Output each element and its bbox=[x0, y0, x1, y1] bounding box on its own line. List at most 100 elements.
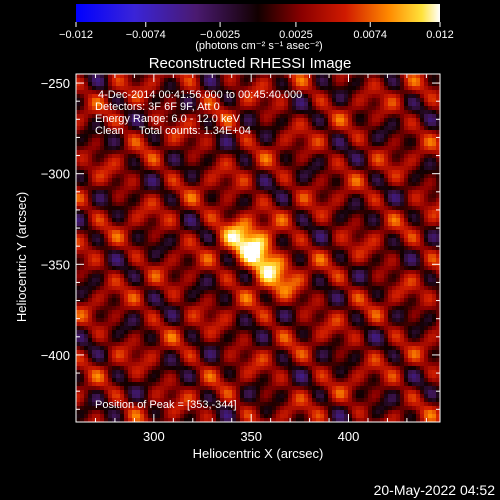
heatmap-cell bbox=[156, 110, 160, 114]
heatmap-cell bbox=[200, 174, 204, 178]
heatmap-cell bbox=[108, 322, 112, 326]
heatmap-cell bbox=[212, 78, 216, 82]
heatmap-cell bbox=[148, 282, 152, 286]
heatmap-cell bbox=[176, 182, 180, 186]
heatmap-cell bbox=[228, 114, 232, 118]
heatmap-cell bbox=[120, 258, 124, 262]
heatmap-cell bbox=[244, 142, 248, 146]
heatmap-cell bbox=[176, 102, 180, 106]
heatmap-cell bbox=[92, 366, 96, 370]
heatmap-cell bbox=[140, 158, 144, 162]
heatmap-cell bbox=[92, 74, 96, 78]
heatmap-cell bbox=[112, 190, 116, 194]
heatmap-cell bbox=[172, 362, 176, 366]
heatmap-cell bbox=[292, 330, 296, 334]
heatmap-cell bbox=[168, 78, 172, 82]
heatmap-cell bbox=[248, 346, 252, 350]
heatmap-cell bbox=[188, 234, 192, 238]
heatmap-cell bbox=[176, 134, 180, 138]
heatmap-cell bbox=[168, 178, 172, 182]
heatmap-cell bbox=[300, 246, 304, 250]
heatmap-cell bbox=[212, 186, 216, 190]
heatmap-cell bbox=[104, 222, 108, 226]
heatmap-cell bbox=[168, 398, 172, 402]
heatmap-cell bbox=[164, 166, 168, 170]
heatmap-cell bbox=[292, 370, 296, 374]
heatmap-cell bbox=[208, 146, 212, 150]
heatmap-cell bbox=[288, 266, 292, 270]
heatmap-cell bbox=[296, 98, 300, 102]
heatmap-cell bbox=[244, 374, 248, 378]
heatmap-cell bbox=[260, 370, 264, 374]
heatmap-cell bbox=[252, 350, 256, 354]
heatmap-cell bbox=[112, 94, 116, 98]
heatmap-cell bbox=[228, 290, 232, 294]
heatmap-cell bbox=[144, 362, 148, 366]
heatmap-cell bbox=[220, 230, 224, 234]
heatmap-cell bbox=[292, 230, 296, 234]
heatmap-cell bbox=[136, 310, 140, 314]
heatmap-cell bbox=[156, 78, 160, 82]
heatmap-cell bbox=[248, 318, 252, 322]
heatmap-cell bbox=[220, 330, 224, 334]
heatmap-cell bbox=[240, 110, 244, 114]
heatmap-cell bbox=[240, 414, 244, 418]
heatmap-cell bbox=[84, 122, 88, 126]
heatmap-cell bbox=[252, 394, 256, 398]
heatmap-cell bbox=[224, 158, 228, 162]
heatmap-cell bbox=[224, 394, 228, 398]
heatmap-cell bbox=[280, 414, 284, 418]
heatmap-cell bbox=[196, 74, 200, 78]
heatmap-cell bbox=[108, 202, 112, 206]
heatmap-cell bbox=[232, 210, 236, 214]
heatmap-cell bbox=[172, 278, 176, 282]
heatmap-cell bbox=[296, 198, 300, 202]
heatmap-cell bbox=[160, 130, 164, 134]
heatmap-cell bbox=[248, 322, 252, 326]
heatmap-cell bbox=[92, 302, 96, 306]
heatmap-cell bbox=[184, 150, 188, 154]
heatmap-cell bbox=[160, 414, 164, 418]
heatmap-cell bbox=[200, 114, 204, 118]
heatmap-cell bbox=[200, 94, 204, 98]
heatmap-cell bbox=[136, 166, 140, 170]
heatmap-cell bbox=[196, 370, 200, 374]
heatmap-cell bbox=[108, 270, 112, 274]
heatmap-cell bbox=[172, 90, 176, 94]
heatmap-cell bbox=[288, 162, 292, 166]
heatmap-cell bbox=[264, 310, 268, 314]
heatmap-cell bbox=[156, 134, 160, 138]
heatmap-cell bbox=[284, 86, 288, 90]
heatmap-cell bbox=[132, 334, 136, 338]
heatmap-cell bbox=[252, 354, 256, 358]
heatmap-cell bbox=[144, 342, 148, 346]
heatmap-cell bbox=[144, 102, 148, 106]
heatmap-cell bbox=[252, 294, 256, 298]
heatmap-cell bbox=[268, 410, 272, 414]
heatmap-cell bbox=[136, 146, 140, 150]
heatmap-cell bbox=[180, 358, 184, 362]
heatmap-cell bbox=[300, 234, 304, 238]
heatmap-cell bbox=[300, 194, 304, 198]
heatmap-cell bbox=[240, 194, 244, 198]
heatmap-cell bbox=[252, 150, 256, 154]
heatmap-cell bbox=[168, 342, 172, 346]
heatmap-cell bbox=[124, 294, 128, 298]
heatmap-cell bbox=[232, 150, 236, 154]
heatmap-cell bbox=[92, 294, 96, 298]
heatmap-cell bbox=[280, 338, 284, 342]
heatmap-cell bbox=[276, 162, 280, 166]
heatmap-cell bbox=[176, 294, 180, 298]
heatmap-cell bbox=[232, 382, 236, 386]
heatmap-cell bbox=[300, 122, 304, 126]
heatmap-cell bbox=[228, 250, 232, 254]
heatmap-cell bbox=[252, 382, 256, 386]
heatmap-cell bbox=[260, 358, 264, 362]
heatmap-cell bbox=[296, 210, 300, 214]
heatmap-cell bbox=[96, 110, 100, 114]
heatmap-cell bbox=[192, 350, 196, 354]
heatmap-cell bbox=[168, 166, 172, 170]
heatmap-cell bbox=[188, 202, 192, 206]
heatmap-cell bbox=[256, 346, 260, 350]
heatmap-cell bbox=[208, 170, 212, 174]
